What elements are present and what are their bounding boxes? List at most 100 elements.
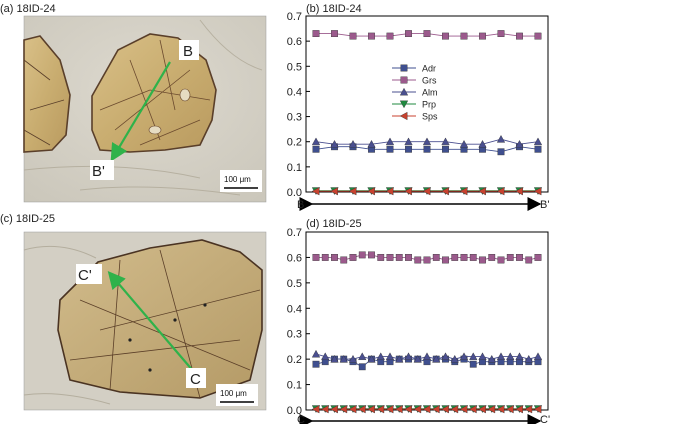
data-point-sps [459,187,468,196]
data-point-alm [524,354,533,363]
data-point-grs [386,32,394,40]
chart-b-title: (b) 18ID-24 [306,3,362,15]
data-point-sps [441,187,449,196]
y-tick-label: 0.3 [287,329,302,341]
data-point-grs [423,30,431,37]
data-point-adr [534,145,542,153]
data-point-sps [311,405,320,414]
data-point-sps [515,187,523,196]
micrograph-a-end-label: B' [92,163,105,180]
data-point-alm [533,137,543,146]
data-point-alm [450,354,459,363]
data-point-alm [533,352,543,360]
data-point-grs [469,254,477,261]
data-point-sps [422,405,431,414]
data-point-alm [348,354,358,363]
data-point-sps [450,405,459,414]
data-point-grs [516,254,523,261]
y-tick-label: 0.1 [287,380,302,392]
chart-d: (d) 18ID-25 0.0 0.1 0.2 0.3 0.4 0.5 0.6 0.7 C C… [287,218,550,424]
data-point-alm [441,352,450,360]
data-point-sps [385,187,394,196]
data-point-grs [423,256,431,264]
data-point-alm [487,354,496,363]
data-point-grs [534,254,542,261]
chart-d-y-axis: 0.0 0.1 0.2 0.3 0.4 0.5 0.6 0.7 [287,227,310,417]
micrograph-a: B B' 100 μm [23,15,267,203]
data-point-grs [516,32,523,40]
chart-b-legend: Adr Grs Alm Prp Sps [392,64,438,122]
data-point-grs [312,254,320,261]
data-point-sps [496,187,505,196]
data-point-sps [367,187,375,196]
data-point-alm [422,352,432,360]
data-point-sps [469,405,477,414]
data-point-sps [487,405,496,414]
data-point-alm [459,140,469,148]
data-point-grs [442,256,449,264]
chart-b-series [311,30,543,196]
y-tick-label: 0.6 [287,252,302,264]
data-point-grs [405,30,412,37]
legend-label-grs: Grs [422,76,437,86]
data-point-grs [479,32,486,40]
data-point-grs [451,254,459,261]
data-point-alm [459,352,469,360]
legend-marker-prp [399,100,409,109]
y-tick-label: 0.6 [287,36,302,48]
chart-b-y-axis: 0.0 0.1 0.2 0.3 0.4 0.5 0.6 0.7 [287,11,310,199]
data-point-alm [367,140,376,148]
data-point-grs [460,254,468,261]
y-tick-label: 0.0 [287,405,302,417]
y-tick-label: 0.0 [287,187,302,199]
data-point-sps [478,405,486,414]
data-point-alm [358,352,367,360]
data-point-grs [349,32,357,40]
data-point-alm [339,354,348,363]
data-point-adr [423,145,431,153]
data-point-grs [497,30,505,37]
data-point-grs [340,256,348,264]
data-point-alm [496,352,506,360]
data-point-grs [321,254,329,261]
data-point-adr [312,360,320,368]
data-point-alm [441,137,450,146]
data-point-alm [367,354,376,363]
data-point-sps [533,187,542,196]
data-point-sps [311,187,320,196]
data-point-grs [358,251,366,259]
data-point-alm [395,354,404,363]
data-point-grs [386,254,394,261]
data-point-alm [311,137,321,146]
chart-d-xlabel-end: C' [540,414,550,424]
data-point-sps [339,405,348,414]
data-point-grs [488,254,496,261]
y-tick-label: 0.4 [287,303,302,315]
data-point-sps [432,405,440,414]
data-point-sps [395,405,403,414]
data-point-adr [358,363,366,371]
data-point-sps [533,405,542,414]
data-point-grs [331,30,338,37]
data-point-grs [368,32,375,40]
data-point-grs [432,254,440,261]
y-tick-label: 0.5 [287,278,302,290]
data-point-sps [404,405,412,414]
legend-marker-sps [399,111,408,121]
data-point-sps [367,405,375,414]
data-point-alm [469,352,478,360]
data-point-alm [515,140,524,148]
data-point-sps [321,405,329,414]
data-point-alm [385,352,395,360]
data-point-sps [422,187,431,196]
legend-label-prp: Prp [422,100,436,110]
data-point-alm [478,352,487,360]
data-point-grs [460,32,468,40]
data-point-alm [506,352,515,360]
data-point-adr [442,145,449,153]
data-point-alm [311,349,321,358]
data-point-grs [368,251,375,259]
data-point-sps [330,187,338,196]
data-point-alm [422,137,432,146]
data-point-grs [534,32,542,40]
